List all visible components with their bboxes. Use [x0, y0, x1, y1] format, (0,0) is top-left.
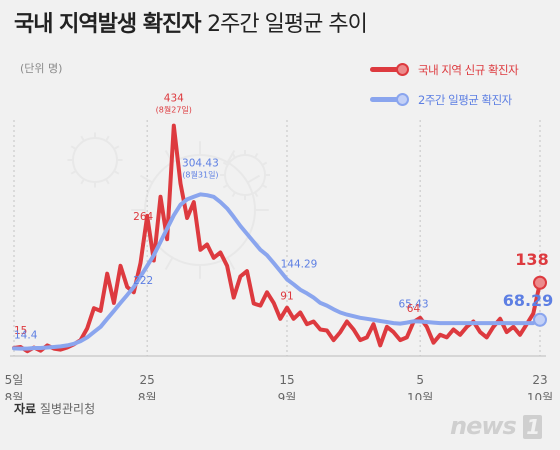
x-tick-month: 10월 [407, 391, 433, 400]
legend-daily-dot [396, 63, 409, 76]
legend-avg-line [370, 97, 402, 102]
legend-avg-dot [396, 93, 409, 106]
legend-daily-label: 국내 지역 신규 확진자 [418, 63, 519, 77]
page-title: 국내 지역발생 확진자 2주간 일평균 추이 [14, 6, 368, 38]
data-label: 138 [515, 250, 548, 269]
x-tick-day: 23 [532, 373, 547, 387]
legend-avg-label: 2주간 일평균 확진자 [418, 93, 512, 107]
x-tick-month: 8월 [5, 391, 24, 400]
source-label: 자료 질병관리청 [14, 400, 95, 417]
x-tick-day: 5 [416, 373, 424, 387]
x-tick-month: 9월 [278, 391, 297, 400]
legend-daily-line [370, 67, 402, 72]
series-daily-line [12, 123, 542, 354]
brand-name: news [450, 412, 517, 440]
x-tick-month: 10월 [527, 391, 553, 400]
source-value: 질병관리청 [39, 402, 96, 416]
data-label: 304.43 [182, 157, 219, 169]
x-tick-month: 8월 [138, 391, 157, 400]
x-tick-day: 5일 [5, 373, 24, 387]
virus-watermark [67, 132, 270, 279]
data-label: 91 [280, 291, 293, 303]
x-tick-day: 25 [140, 373, 155, 387]
avg-end-point [533, 312, 547, 327]
data-label: 15 [14, 325, 27, 337]
source-key: 자료 [14, 402, 37, 416]
data-label: 222 [133, 275, 153, 287]
x-tick-day: 15 [279, 373, 294, 387]
data-label: 64 [407, 303, 421, 315]
title-light: 2주간 일평균 추이 [207, 12, 368, 37]
series-avg-line [12, 192, 542, 351]
line-chart: 5일8월258월159월510월2310월1514.4434(8월27일)264… [5, 93, 554, 400]
data-label: 264 [133, 211, 153, 223]
data-label: 434 [164, 93, 184, 105]
data-label: 68.29 [503, 291, 554, 310]
title-bold: 국내 지역발생 확진자 [14, 12, 201, 37]
brand-num: 1 [523, 415, 543, 439]
data-label: 14.4 [14, 329, 38, 341]
data-label-sub: (8월31일) [182, 169, 218, 179]
data-label: 144.29 [281, 258, 318, 270]
unit-label: (단위 명) [20, 62, 63, 75]
data-label: 65.43 [398, 298, 428, 310]
brand-logo: news 1 [450, 412, 543, 440]
daily-end-point [533, 275, 547, 290]
data-label-sub: (8월27일) [156, 105, 192, 115]
